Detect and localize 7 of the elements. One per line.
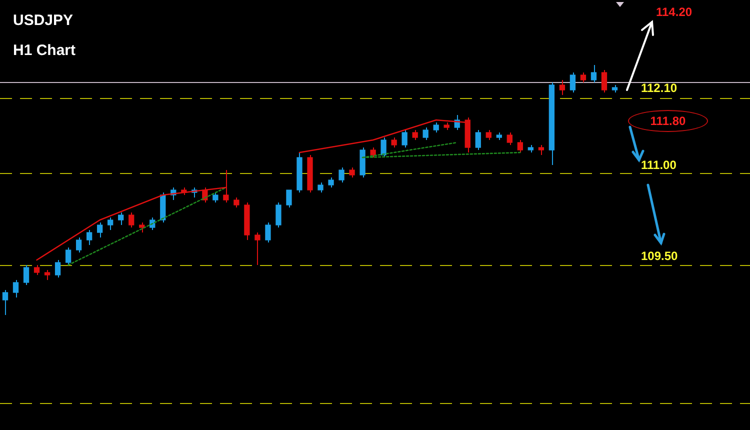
text: 111.80: [628, 110, 708, 132]
text: 109.50: [641, 249, 678, 263]
text: 112.10: [641, 81, 678, 95]
chart-subtitle: H1 Chart: [13, 42, 76, 59]
text: 111.00: [641, 158, 676, 172]
chart-title: USDJPY: [13, 12, 74, 29]
text: 114.20: [656, 5, 692, 19]
